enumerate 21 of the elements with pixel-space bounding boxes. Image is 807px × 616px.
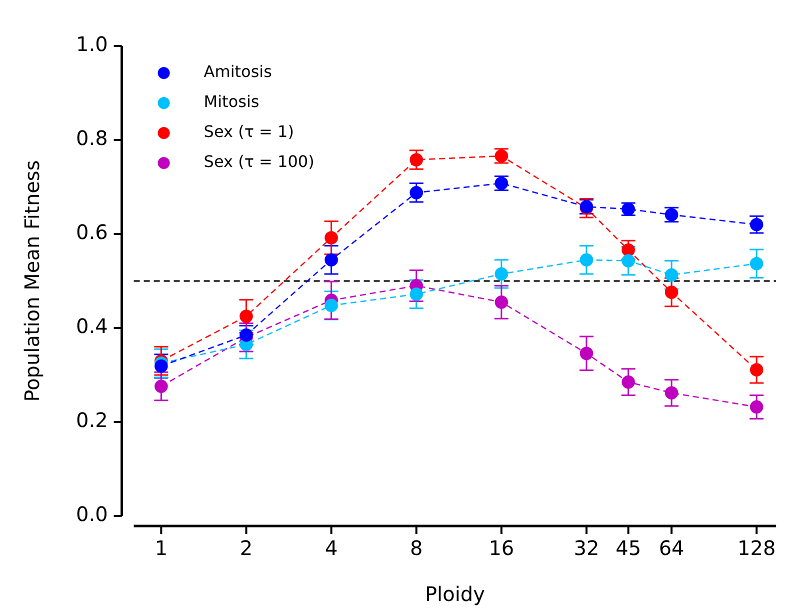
x-tick-label: 128: [738, 536, 776, 560]
x-tick-label: 16: [488, 536, 514, 560]
x-tick-label: 2: [240, 536, 253, 560]
y-tick-label: 0.2: [76, 408, 108, 432]
legend-label: Mitosis: [204, 92, 260, 112]
legend-label: Amitosis: [204, 62, 272, 82]
x-axis-title: Ploidy: [424, 582, 486, 606]
legend-label: Sex (τ = 1): [204, 122, 294, 142]
legend-label: Sex (τ = 100): [204, 152, 314, 172]
x-tick-label: 8: [410, 536, 423, 560]
x-tick-label: 4: [324, 536, 338, 560]
x-tick-label: 32: [574, 536, 600, 560]
y-tick-label: 0.6: [76, 220, 108, 244]
x-tick-label: 64: [658, 536, 684, 560]
y-tick-label: 0.0: [76, 502, 108, 526]
y-tick-label: 0.4: [76, 314, 108, 338]
x-tick-label: 1: [154, 536, 168, 560]
y-axis-title: Population Mean Fitness: [20, 160, 44, 402]
y-tick-label: 0.8: [76, 126, 108, 150]
x-tick-label: 45: [616, 536, 642, 560]
y-tick-label: 1.0: [76, 32, 108, 56]
